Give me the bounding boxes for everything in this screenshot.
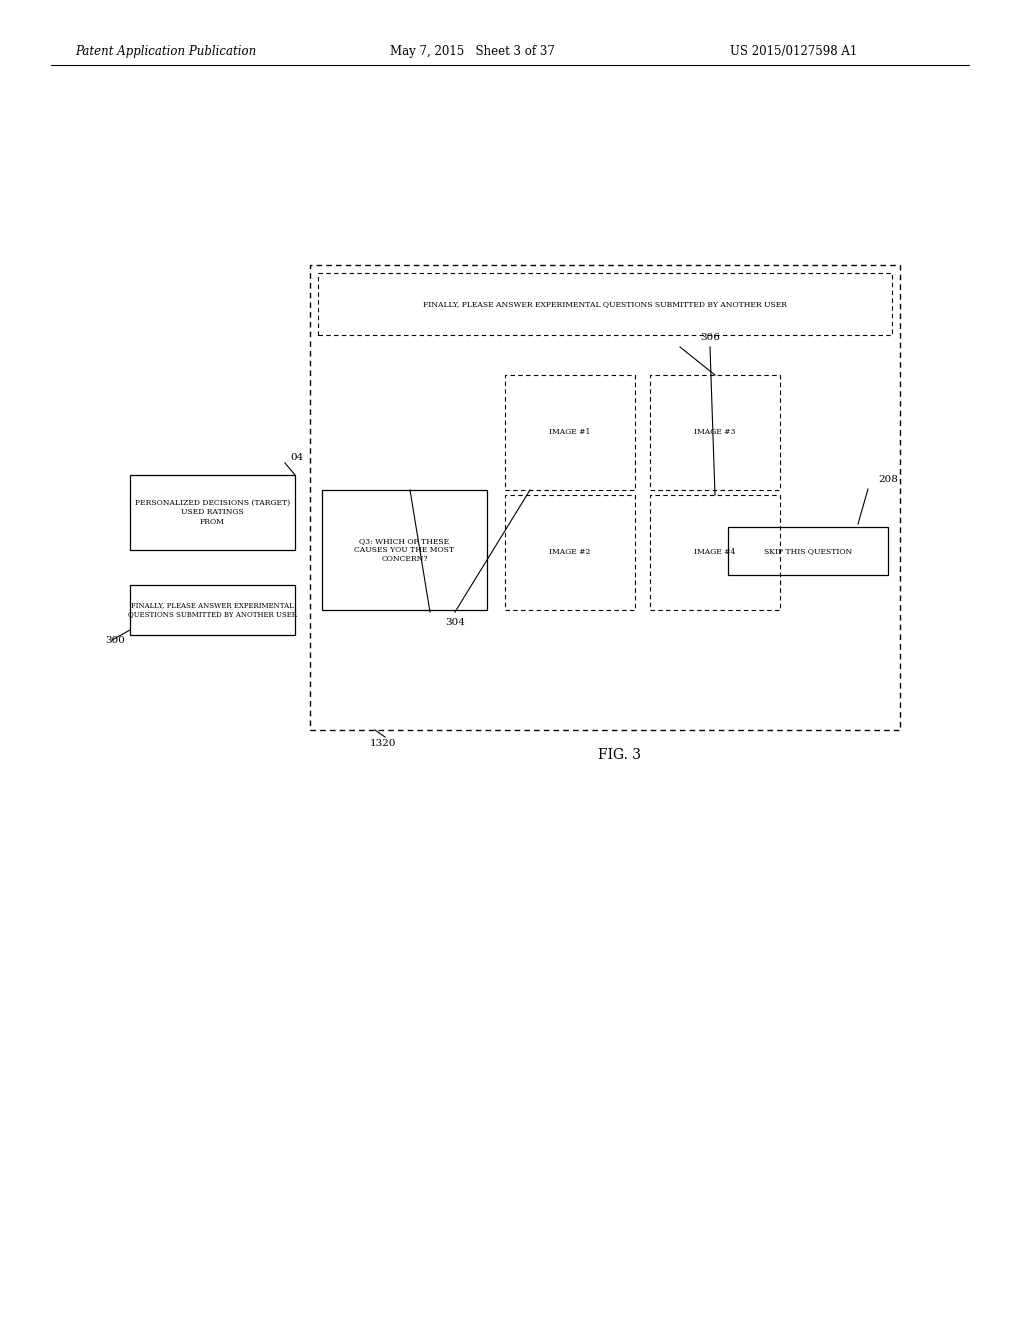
Text: 1320: 1320 (370, 738, 396, 747)
Text: FIG. 3: FIG. 3 (598, 748, 641, 762)
Text: Q3: WHICH OF THESE
CAUSES YOU THE MOST
CONCERN?: Q3: WHICH OF THESE CAUSES YOU THE MOST C… (355, 537, 454, 564)
Text: FINALLY, PLEASE ANSWER EXPERIMENTAL
QUESTIONS SUBMITTED BY ANOTHER USER: FINALLY, PLEASE ANSWER EXPERIMENTAL QUES… (127, 602, 297, 619)
Bar (310, 265, 899, 730)
Bar (318, 273, 892, 335)
Text: 208: 208 (877, 475, 897, 484)
Bar (129, 475, 294, 550)
Text: FINALLY, PLEASE ANSWER EXPERIMENTAL QUESTIONS SUBMITTED BY ANOTHER USER: FINALLY, PLEASE ANSWER EXPERIMENTAL QUES… (423, 300, 787, 308)
Text: IMAGE #1: IMAGE #1 (549, 429, 590, 437)
Text: 300: 300 (105, 636, 124, 645)
Text: IMAGE #4: IMAGE #4 (694, 549, 735, 557)
Text: SKIP THIS QUESTION: SKIP THIS QUESTION (763, 546, 851, 554)
Text: 304: 304 (444, 618, 465, 627)
Bar (504, 495, 635, 610)
Bar (649, 495, 780, 610)
Bar (322, 490, 486, 610)
Text: 04: 04 (289, 453, 303, 462)
Text: 306: 306 (699, 333, 719, 342)
Text: PERSONALIZED DECISIONS (TARGET)
USED RATINGS
FROM: PERSONALIZED DECISIONS (TARGET) USED RAT… (135, 499, 289, 525)
Bar (129, 585, 294, 635)
Bar (728, 527, 888, 576)
Bar (649, 375, 780, 490)
Text: IMAGE #2: IMAGE #2 (549, 549, 590, 557)
Text: Patent Application Publication: Patent Application Publication (75, 45, 256, 58)
Bar (504, 375, 635, 490)
Text: May 7, 2015   Sheet 3 of 37: May 7, 2015 Sheet 3 of 37 (389, 45, 554, 58)
Text: US 2015/0127598 A1: US 2015/0127598 A1 (730, 45, 856, 58)
Text: IMAGE #3: IMAGE #3 (694, 429, 735, 437)
